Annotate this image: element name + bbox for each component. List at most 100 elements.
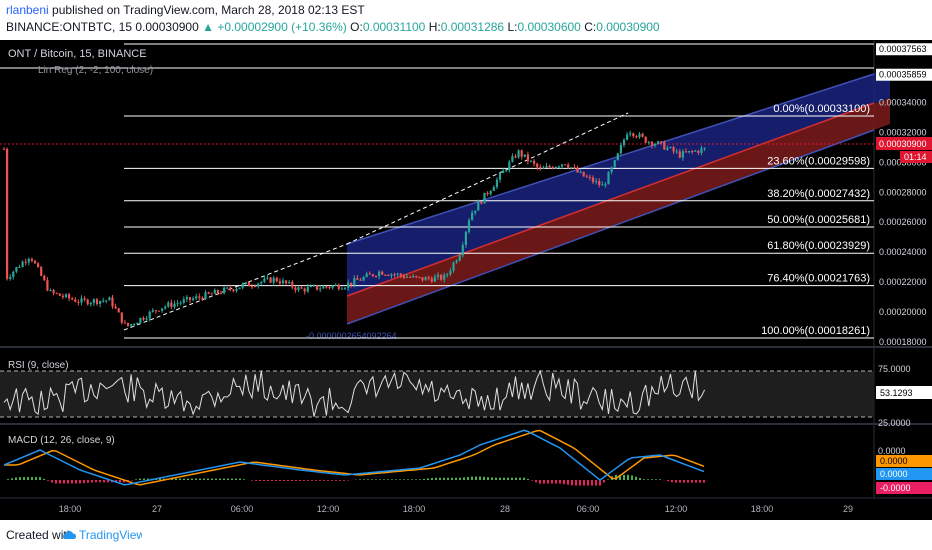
candle-body: [399, 273, 402, 276]
macd-histogram-bar: [15, 477, 17, 480]
rsi-upper-tick: 75.0000: [878, 364, 911, 374]
fib-label: 50.00%(0.00025681): [767, 214, 870, 226]
candle-body: [511, 156, 514, 162]
candle-body: [89, 302, 92, 305]
candle-body: [421, 277, 424, 281]
candle-body: [83, 298, 86, 300]
candle-body: [595, 181, 598, 183]
candle-body: [309, 286, 312, 288]
candle-body: [368, 273, 371, 275]
macd-histogram-bar: [391, 479, 393, 480]
close-value: 0.00030900: [596, 20, 660, 34]
candle-body: [548, 165, 551, 168]
macd-histogram-bar: [635, 476, 637, 480]
macd-histogram-bar: [291, 480, 293, 481]
candle-body: [452, 262, 455, 271]
candle-body: [638, 133, 641, 138]
macd-histogram-bar: [647, 479, 649, 480]
macd-histogram-bar: [259, 480, 261, 481]
macd-histogram-bar: [643, 479, 645, 480]
candle-body: [86, 299, 89, 305]
candle-body: [663, 141, 666, 150]
macd-histogram-bar: [687, 480, 689, 483]
candle-body: [24, 261, 27, 263]
close-label: C:: [584, 20, 597, 34]
macd-histogram-bar: [619, 474, 621, 480]
chart-svg[interactable]: -0.0000002654092264 0.00%(0.00033100) 23.…: [0, 40, 932, 520]
macd-histogram-bar: [499, 477, 501, 480]
candle-body: [154, 310, 157, 312]
time-tick-label: 18:00: [751, 504, 774, 514]
candle-body: [95, 299, 99, 304]
macd-histogram-bar: [227, 478, 229, 480]
macd-histogram-bar: [411, 479, 413, 480]
time-scale[interactable]: 18:00 27 06:00 12:00 18:00 28 06:00 12:00 18:00 2…: [59, 504, 853, 514]
macd-histogram-bar: [191, 478, 193, 480]
candle-body: [136, 322, 139, 325]
candle-body: [607, 172, 610, 185]
time-tick-label: 06:00: [231, 504, 254, 514]
macd-histogram-bar: [303, 480, 305, 481]
macd-histogram-bar: [331, 480, 333, 481]
candle-body: [179, 302, 182, 304]
candle-body: [576, 167, 579, 173]
candle-body: [303, 288, 306, 292]
macd-histogram-bar: [119, 480, 121, 483]
candle-body: [464, 231, 467, 246]
candle-body: [675, 151, 678, 153]
macd-histogram-bar: [343, 480, 345, 481]
candle-body: [207, 292, 210, 294]
macd-histogram-bar: [579, 480, 581, 486]
candle-body: [229, 287, 232, 290]
candle-body: [105, 300, 108, 302]
macd-histogram-bar: [27, 477, 29, 480]
macd-histogram-bar: [51, 480, 53, 483]
candle-body: [266, 277, 269, 279]
candle-body: [43, 275, 46, 281]
candle-body: [700, 148, 703, 153]
candle-body: [508, 161, 511, 171]
macd-histogram-bar: [315, 480, 317, 481]
candle-body: [263, 278, 266, 282]
macd-histogram-bar: [275, 480, 277, 481]
candle-body: [520, 150, 523, 157]
macd-histogram-bar: [463, 477, 465, 480]
tradingview-logo[interactable]: TradingView: [62, 528, 142, 542]
candle-body: [384, 274, 387, 276]
macd-histogram-bar: [219, 478, 221, 480]
macd-histogram-bar: [591, 480, 593, 486]
author-link[interactable]: rlanbeni: [6, 3, 49, 17]
candle-body: [591, 177, 595, 183]
candle-body: [582, 171, 585, 177]
candle-body: [170, 302, 173, 308]
regression-extension-line: [346, 112, 629, 245]
candle-body: [232, 289, 235, 291]
macd-histogram-bar: [491, 477, 493, 480]
rsi-label[interactable]: RSI (9, close): [8, 360, 69, 371]
macd-histogram-bar: [387, 479, 389, 480]
macd-histogram-bar: [187, 478, 189, 480]
macd-histogram-bar: [295, 480, 297, 481]
candle-body: [616, 153, 619, 161]
chart-area[interactable]: -0.0000002654092264 0.00%(0.00033100) 23.…: [0, 40, 932, 520]
macd-histogram-bar: [7, 479, 9, 480]
macd-histogram-bar: [403, 479, 405, 480]
candle-body: [545, 165, 548, 168]
macd-histogram-bar: [667, 480, 669, 482]
candle-body: [173, 303, 176, 308]
macd-label[interactable]: MACD (12, 26, close, 9): [8, 435, 115, 446]
current-price-value: 0.00030900: [879, 139, 927, 149]
rsi-value-tag: [876, 386, 932, 399]
macd-histogram-bar: [143, 478, 145, 480]
time-tick-label: 18:00: [403, 504, 426, 514]
macd-value-tag: [876, 468, 932, 480]
candle-body: [405, 276, 409, 278]
candle-body: [598, 181, 601, 186]
candle-body: [489, 190, 492, 195]
macd-histogram-bar: [363, 479, 365, 480]
candle-body: [622, 139, 626, 146]
rsi-band: [0, 371, 874, 417]
macd-histogram-bar: [443, 477, 445, 480]
indicator-label[interactable]: Lin Reg (2, -2, 100, close): [38, 65, 153, 76]
regression-note: -0.0000002654092264: [306, 331, 397, 341]
